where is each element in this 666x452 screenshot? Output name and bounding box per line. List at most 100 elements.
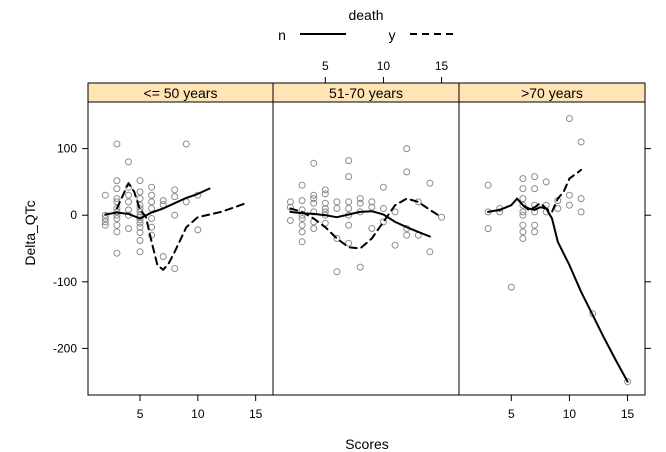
smooth-line-y <box>521 168 583 213</box>
data-point <box>136 216 144 224</box>
data-point <box>171 193 179 201</box>
data-point <box>577 208 585 216</box>
data-point <box>426 179 434 187</box>
panel-2: 51-70 years <box>272 82 460 396</box>
data-point <box>321 205 329 212</box>
data-point <box>148 215 156 222</box>
panel-3: >70 years <box>458 82 646 396</box>
data-point <box>298 238 306 246</box>
data-point <box>333 235 341 242</box>
data-point <box>438 213 446 221</box>
data-point <box>113 195 121 203</box>
data-point <box>565 201 573 209</box>
data-point <box>136 205 144 212</box>
data-point <box>531 228 539 236</box>
data-point <box>519 208 527 216</box>
smooth-line-y <box>115 182 246 271</box>
data-point <box>310 191 318 199</box>
data-point <box>298 215 306 222</box>
x-tick-label: 15 <box>435 59 449 73</box>
x-tick-label: 15 <box>621 407 635 421</box>
data-point <box>542 178 550 186</box>
x-tick-label: 10 <box>563 407 577 421</box>
data-point <box>565 115 573 123</box>
data-point <box>531 221 539 229</box>
data-point <box>345 205 353 212</box>
data-point <box>113 249 121 257</box>
axes-group: 5 10 15 5 10 15 5 10 15 -200 -100 0 100 <box>53 59 651 421</box>
y-tick-label: 0 <box>70 208 77 222</box>
data-point <box>136 248 144 256</box>
data-point <box>577 138 585 146</box>
data-point <box>519 228 527 236</box>
data-point <box>136 223 144 231</box>
data-point <box>345 157 353 165</box>
data-point <box>113 205 121 212</box>
y-tick-label: -100 <box>53 275 77 289</box>
data-point <box>310 225 318 232</box>
y-axis-title: Delta_QTc <box>22 200 38 265</box>
legend-label-n: n <box>278 27 286 43</box>
data-point <box>403 145 411 153</box>
data-point <box>113 221 121 229</box>
data-point <box>159 253 167 260</box>
data-point <box>171 211 179 219</box>
x-tick-label: 5 <box>508 407 515 421</box>
data-point <box>356 199 364 207</box>
data-point <box>101 215 109 222</box>
data-point <box>624 378 632 386</box>
data-point <box>519 185 527 193</box>
legend-title: death <box>348 7 383 23</box>
data-point <box>125 158 132 166</box>
data-point <box>345 173 353 181</box>
data-point <box>519 235 527 242</box>
x-tick-label: 5 <box>137 407 144 421</box>
data-point <box>519 195 527 203</box>
data-point <box>379 205 387 212</box>
data-point <box>136 195 144 203</box>
data-point <box>171 186 179 194</box>
data-point <box>101 211 109 219</box>
smooth-line-n <box>487 197 629 383</box>
x-axis-title: Scores <box>345 436 389 452</box>
data-point <box>519 211 527 219</box>
panel-strip-label: <= 50 years <box>144 85 218 101</box>
data-point <box>333 198 341 206</box>
data-point <box>403 168 411 176</box>
panel-strip-label: >70 years <box>521 85 583 101</box>
data-point <box>298 221 306 229</box>
data-point <box>379 218 387 226</box>
data-point <box>356 263 364 271</box>
data-point <box>484 225 492 232</box>
data-point <box>310 195 318 203</box>
data-point <box>171 265 179 272</box>
data-point <box>125 198 132 206</box>
data-point <box>321 199 329 207</box>
data-point <box>286 198 294 206</box>
data-point <box>310 199 318 207</box>
data-point <box>554 205 562 212</box>
data-point <box>391 241 399 249</box>
panel-1: <= 50 years <box>87 82 274 396</box>
data-point <box>113 215 121 222</box>
data-point <box>531 173 539 181</box>
data-point <box>345 239 353 247</box>
data-point <box>321 186 329 194</box>
data-point <box>368 203 376 211</box>
data-point <box>148 198 156 206</box>
data-point <box>298 181 306 189</box>
y-tick-label: -200 <box>53 341 77 355</box>
data-point <box>484 181 492 189</box>
panel-frame <box>272 101 460 396</box>
data-point <box>531 185 539 193</box>
data-point <box>519 221 527 229</box>
data-point <box>368 198 376 206</box>
data-point <box>426 248 434 256</box>
panel-strip-label: 51-70 years <box>329 85 403 101</box>
data-point <box>148 191 156 199</box>
data-point <box>113 140 121 148</box>
panel-frame <box>458 101 646 396</box>
data-point <box>113 185 121 193</box>
data-point <box>577 195 585 203</box>
